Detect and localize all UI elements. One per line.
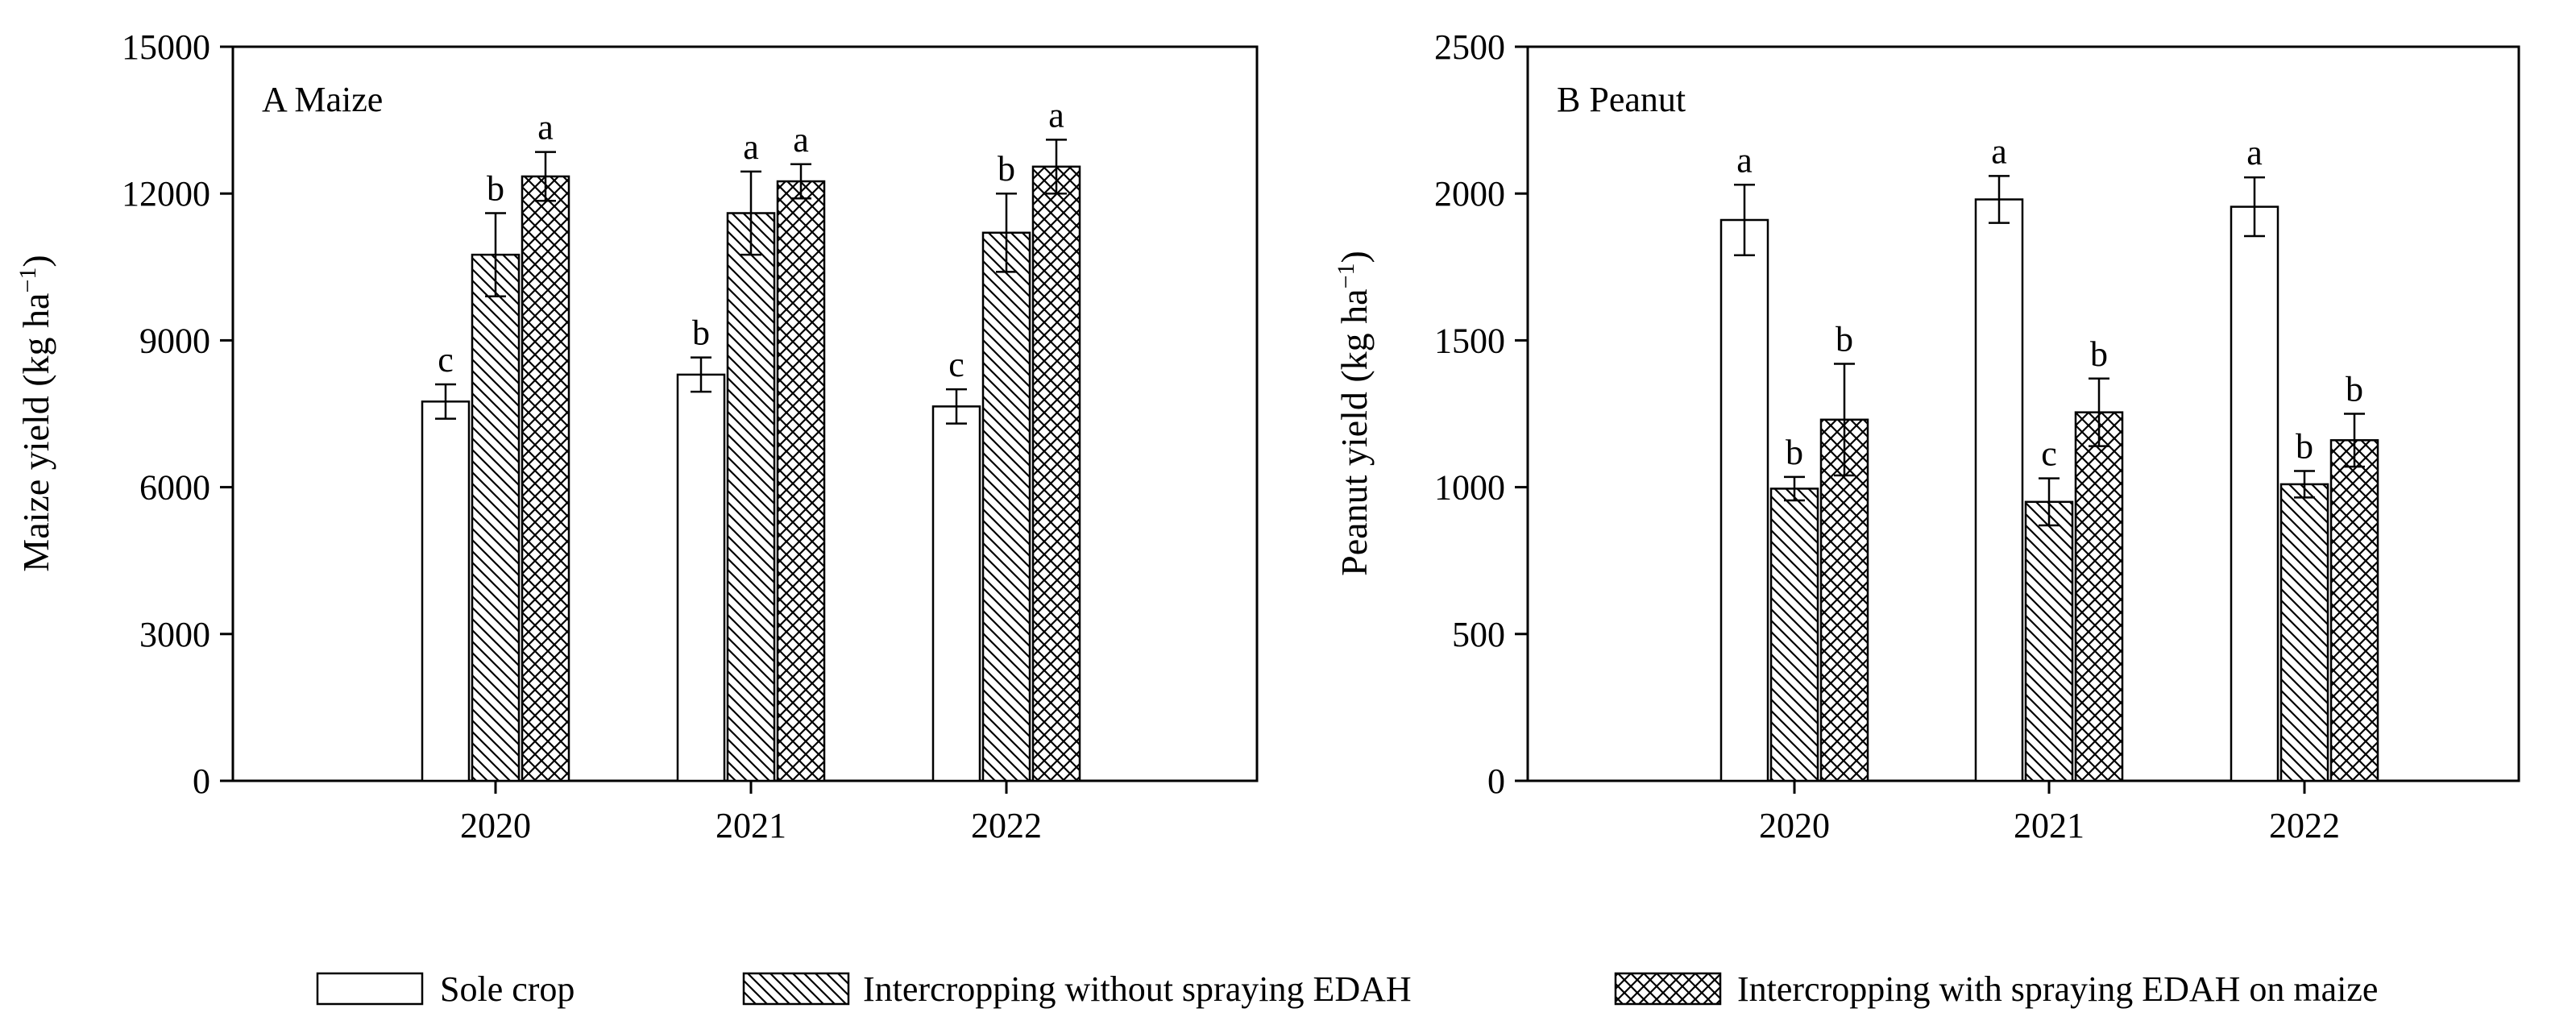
peanut-bar-ic_no-2020: [1769, 488, 1819, 782]
maize-bar-ic_edah-2020: [521, 175, 570, 782]
legend-swatch-intercropping-without-edah: [742, 972, 850, 1006]
legend-item-intercropping-without-edah: Intercropping without spraying EDAH: [742, 969, 1412, 1009]
peanut-y-tick-label: 0: [1487, 761, 1505, 801]
legend-label-intercropping-with-edah: Intercropping with spraying EDAH on maiz…: [1737, 969, 2378, 1009]
peanut-y-axis: 0 500 1000 1500 2000 2500: [1434, 27, 1528, 801]
maize-x-tick-label-2020: 2020: [460, 806, 531, 845]
maize-y-tick-label: 12000: [122, 174, 210, 214]
maize-panel-title: A Maize: [262, 80, 383, 119]
legend-item-intercropping-with-edah: Intercropping with spraying EDAH on maiz…: [1614, 969, 2378, 1009]
maize-x-tick-label-2022: 2022: [971, 806, 1042, 845]
peanut-y-axis-title: Peanut yield (kg ha−1): [1333, 251, 1375, 576]
peanut-x-tick-label-2021: 2021: [2014, 806, 2084, 845]
maize-bar-ic_edah-2021: [776, 180, 826, 782]
legend-swatch-sole-crop: [316, 972, 424, 1006]
maize-y-tick-label: 15000: [122, 27, 210, 67]
peanut-significance-letter-ic_edah-2020: b: [1836, 320, 1853, 359]
peanut-significance-letter-ic_no-2021: c: [2041, 434, 2057, 474]
maize-y-axis-title: Maize yield (kg ha−1): [15, 255, 57, 571]
peanut-bar-sole-2022: [2230, 205, 2279, 782]
peanut-y-tick-label: 1000: [1434, 468, 1505, 508]
peanut-y-tick-label: 2500: [1434, 27, 1505, 67]
peanut-y-tick-label: 1500: [1434, 321, 1505, 360]
maize-significance-letter-ic_no-2022: b: [998, 149, 1015, 189]
maize-x-axis: 2020 2021 2022: [460, 781, 1042, 845]
maize-significance-letter-ic_edah-2021: a: [793, 120, 809, 160]
peanut-bar-ic_no-2022: [2279, 483, 2329, 782]
legend-swatch-intercropping-with-edah: [1614, 972, 1722, 1006]
maize-y-axis-title-main: Maize yield (kg ha: [15, 293, 56, 572]
legend-label-sole-crop: Sole crop: [440, 969, 575, 1009]
maize-y-axis-title-close: ): [15, 255, 56, 267]
peanut-significance-letter-ic_no-2022: b: [2296, 427, 2313, 467]
maize-bar-ic_edah-2022: [1031, 165, 1081, 782]
maize-y-tick-label: 0: [193, 761, 210, 801]
maize-significance-letter-ic_no-2021: a: [743, 127, 759, 167]
peanut-significance-letter-ic_no-2020: b: [1786, 433, 1803, 472]
maize-y-tick-label: 9000: [139, 321, 210, 360]
maize-bar-ic_no-2022: [981, 231, 1031, 782]
maize-bar-sole-2022: [931, 405, 981, 782]
maize-bar-ic_no-2021: [726, 212, 776, 782]
peanut-significance-letter-sole-2022: a: [2246, 133, 2263, 172]
peanut-bar-ic_edah-2021: [2074, 411, 2124, 782]
peanut-significance-letter-ic_edah-2021: b: [2090, 334, 2108, 374]
maize-y-axis-title-sup: −1: [15, 268, 41, 293]
peanut-bar-sole-2020: [1719, 218, 1769, 782]
maize-bar-sole-2020: [421, 400, 471, 782]
peanut-significance-letter-sole-2021: a: [1991, 131, 2007, 171]
maize-significance-letter-ic_edah-2020: a: [537, 108, 554, 147]
peanut-bar-ic_edah-2022: [2329, 439, 2379, 782]
maize-significance-letter-sole-2022: c: [948, 345, 964, 384]
legend-item-sole-crop: Sole crop: [316, 969, 575, 1009]
maize-bar-sole-2021: [676, 373, 726, 782]
peanut-y-axis-title-sup: −1: [1333, 263, 1359, 288]
legend-label-intercropping-without-edah: Intercropping without spraying EDAH: [863, 969, 1412, 1009]
peanut-significance-letter-sole-2020: a: [1736, 140, 1753, 180]
peanut-y-tick-label: 500: [1452, 615, 1505, 654]
maize-x-tick-label-2021: 2021: [716, 806, 786, 845]
peanut-y-axis-title-close: ): [1334, 251, 1375, 263]
peanut-y-axis-title-main: Peanut yield (kg ha: [1334, 288, 1375, 575]
peanut-significance-letter-ic_edah-2022: b: [2346, 370, 2363, 409]
legend: Sole crop Intercropping without spraying…: [316, 969, 2378, 1009]
maize-significance-letter-sole-2020: c: [438, 340, 454, 380]
peanut-y-tick-label: 2000: [1434, 174, 1505, 214]
peanut-bar-sole-2021: [1974, 198, 2024, 782]
peanut-x-tick-label-2022: 2022: [2269, 806, 2340, 845]
peanut-bar-ic_no-2021: [2024, 500, 2074, 782]
maize-y-axis: 0 3000 6000 9000 12000 15000: [122, 27, 233, 801]
peanut-panel-title: B Peanut: [1557, 80, 1686, 119]
maize-y-tick-label: 6000: [139, 468, 210, 508]
maize-significance-letter-ic_no-2020: b: [487, 168, 504, 208]
maize-bar-ic_no-2020: [471, 253, 521, 782]
peanut-x-axis: 2020 2021 2022: [1759, 781, 2340, 845]
maize-significance-letter-sole-2021: b: [692, 313, 710, 353]
peanut-x-tick-label-2020: 2020: [1759, 806, 1830, 845]
maize-significance-letter-ic_edah-2022: a: [1048, 95, 1064, 135]
maize-y-tick-label: 3000: [139, 615, 210, 654]
